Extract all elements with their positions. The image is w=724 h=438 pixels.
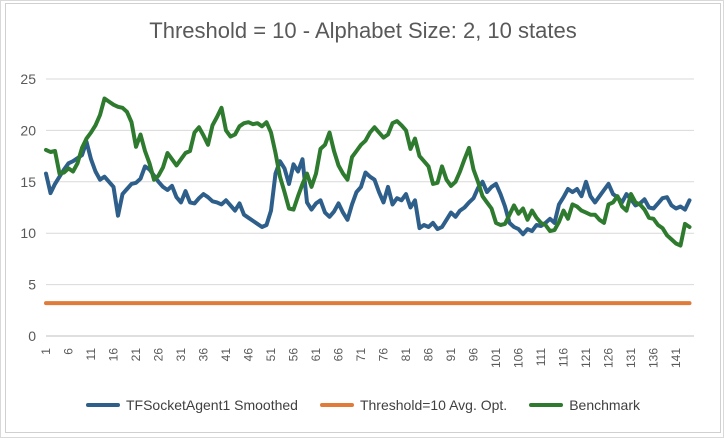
x-tick-label: 61 (309, 348, 323, 362)
x-tick-label: 141 (669, 348, 683, 368)
y-tick-label: 25 (20, 71, 36, 87)
x-tick-label: 6 (62, 348, 76, 355)
x-tick-label: 51 (264, 348, 278, 362)
legend-swatch (85, 403, 120, 407)
x-tick-label: 101 (489, 348, 503, 368)
x-tick-label: 31 (174, 348, 188, 362)
x-tick-label: 126 (602, 348, 616, 368)
x-tick-label: 26 (152, 348, 166, 362)
x-tick-label: 46 (242, 348, 256, 362)
x-tick-label: 111 (534, 348, 548, 367)
legend-label: Benchmark (569, 397, 641, 413)
x-tick-label: 86 (422, 348, 436, 362)
series-line-1 (44, 139, 692, 237)
x-tick-label: 66 (332, 348, 346, 362)
legend-swatch (319, 403, 354, 407)
legend-item: Threshold=10 Avg. Opt. (319, 397, 508, 413)
series-line-3 (44, 96, 692, 248)
y-tick-label: 20 (20, 122, 36, 138)
y-tick-label: 5 (28, 277, 36, 293)
grid-line (0, 0, 724, 1)
x-tick-label: 16 (107, 348, 121, 362)
legend-label: Threshold=10 Avg. Opt. (359, 397, 508, 413)
x-tick-label: 71 (354, 348, 368, 362)
grid-line (0, 0, 1, 438)
legend-swatch (529, 403, 564, 407)
legend-item: Benchmark (529, 397, 640, 413)
x-tick-label: 106 (512, 348, 526, 368)
x-tick-label: 56 (287, 348, 301, 362)
legend-item: TFSocketAgent1 Smoothed (85, 397, 298, 413)
x-tick-label: 91 (444, 348, 458, 362)
x-tick-label: 121 (579, 348, 593, 368)
legend-label: TFSocketAgent1 Smoothed (125, 397, 298, 413)
chart-title: Threshold = 10 - Alphabet Size: 2, 10 st… (149, 18, 577, 43)
y-tick-label: 15 (20, 174, 36, 190)
x-tick-label: 136 (647, 348, 661, 368)
x-tick-label: 36 (197, 348, 211, 362)
x-tick-label: 96 (467, 348, 481, 362)
x-tick-label: 41 (219, 348, 233, 362)
x-tick-label: 21 (129, 348, 143, 362)
x-tick-label: 76 (377, 348, 391, 362)
x-tick-label: 116 (557, 348, 571, 367)
y-tick-label: 10 (20, 225, 36, 241)
x-tick-label: 81 (399, 348, 413, 362)
chart-legend: TFSocketAgent1 Smoothed Threshold=10 Avg.… (6, 397, 720, 413)
x-tick-label: 11 (84, 348, 98, 361)
y-tick-label: 0 (28, 328, 36, 344)
chart-container[interactable]: Threshold = 10 - Alphabet Size: 2, 10 st… (5, 3, 721, 433)
x-tick-label: 131 (624, 348, 638, 368)
x-tick-label: 1 (39, 348, 53, 355)
